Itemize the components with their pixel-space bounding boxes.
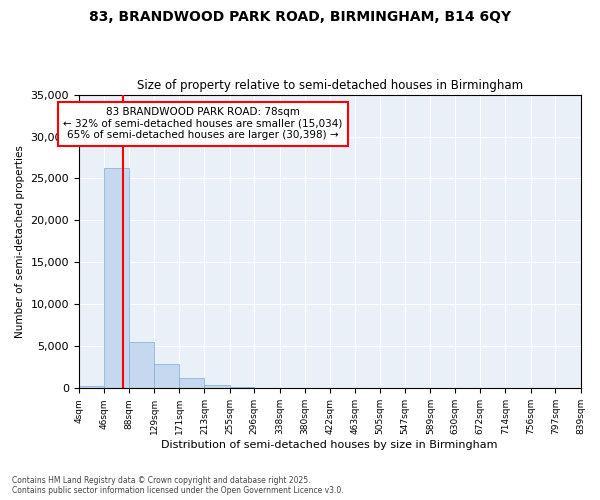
Bar: [154, 364, 179, 388]
Bar: [79, 386, 104, 388]
Text: 83 BRANDWOOD PARK ROAD: 78sqm
← 32% of semi-detached houses are smaller (15,034): 83 BRANDWOOD PARK ROAD: 78sqm ← 32% of s…: [63, 107, 343, 140]
Y-axis label: Number of semi-detached properties: Number of semi-detached properties: [15, 145, 25, 338]
Bar: [205, 385, 230, 388]
Bar: [179, 378, 205, 388]
Title: Size of property relative to semi-detached houses in Birmingham: Size of property relative to semi-detach…: [137, 79, 523, 92]
Bar: [230, 387, 254, 388]
Bar: [104, 168, 130, 388]
Text: 83, BRANDWOOD PARK ROAD, BIRMINGHAM, B14 6QY: 83, BRANDWOOD PARK ROAD, BIRMINGHAM, B14…: [89, 10, 511, 24]
Bar: [130, 342, 154, 388]
X-axis label: Distribution of semi-detached houses by size in Birmingham: Distribution of semi-detached houses by …: [161, 440, 498, 450]
Text: Contains HM Land Registry data © Crown copyright and database right 2025.
Contai: Contains HM Land Registry data © Crown c…: [12, 476, 344, 495]
